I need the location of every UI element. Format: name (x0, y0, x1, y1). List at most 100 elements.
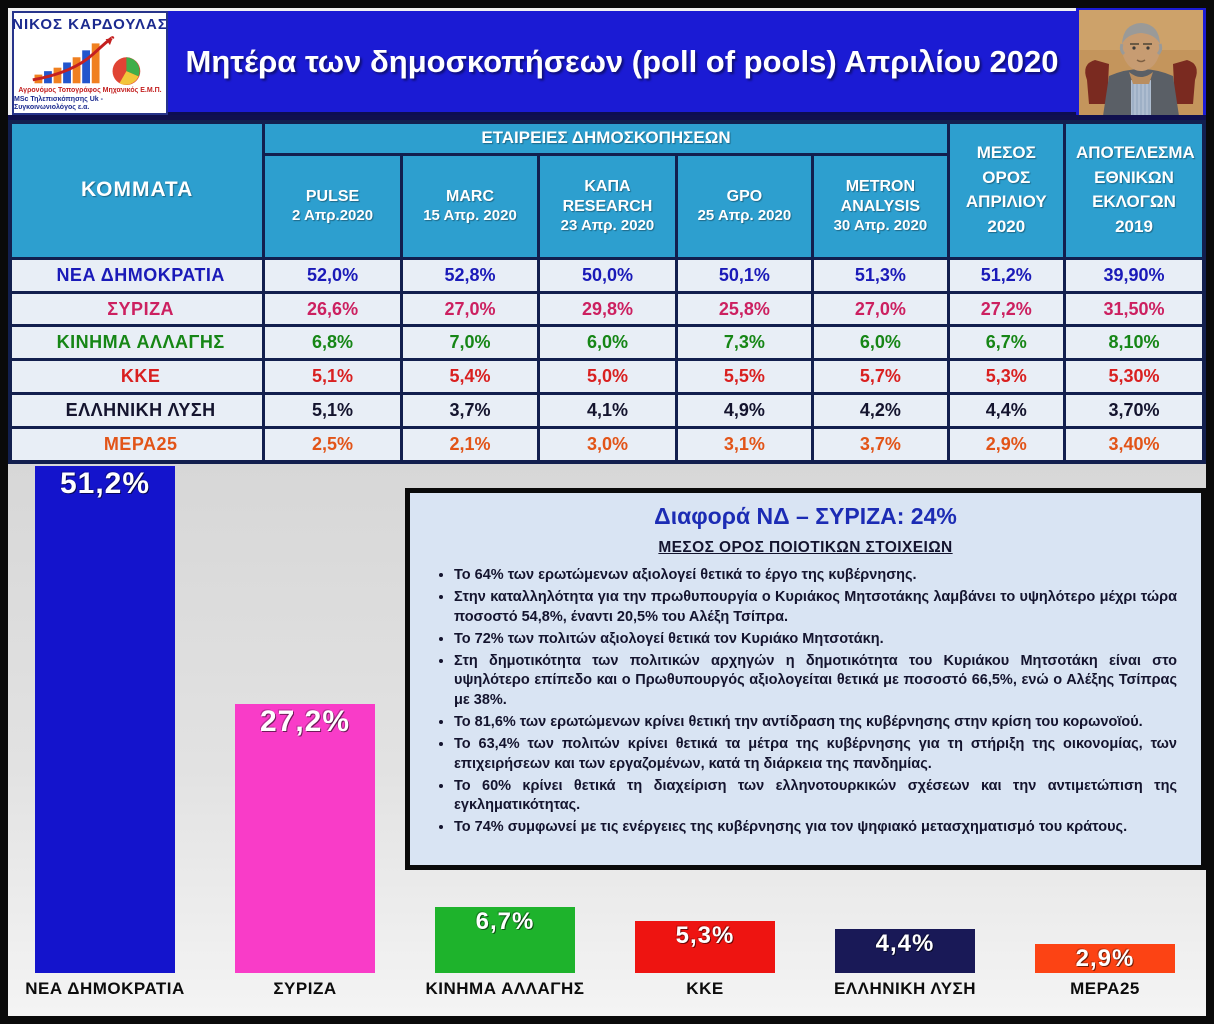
party-name: ΕΛΛΗΝΙΚΗ ΛΥΣΗ (8, 392, 266, 429)
finding-item: Το 63,4% των πολιτών κρίνει θετικά τα μέ… (454, 735, 1177, 774)
average-value: 51,2% (946, 256, 1066, 294)
bar-value-label: 5,3% (675, 922, 735, 949)
table-row: ΚΙΝΗΜΑ ΑΛΛΑΓΗΣ 6,8% 7,0% 6,0% 7,3% 6,0% … (8, 324, 1206, 362)
poll-value: 5,1% (262, 358, 403, 396)
qualitative-subtitle: ΜΕΣΟΣ ΟΡΟΣ ΠΟΙΟΤΙΚΩΝ ΣΤΟΙΧΕΙΩΝ (658, 539, 953, 556)
poll-value: 52,0% (262, 256, 403, 294)
average-column-header: ΜΕΣΟΣ ΟΡΟΣ ΑΠΡΙΛΙΟΥ 2020 (946, 120, 1066, 260)
finding-item: Στη δημοτικότητα των πολιτικών αρχηγών η… (454, 652, 1177, 710)
bar: 6,7% (435, 907, 575, 973)
parties-header: ΚΟΜΜΑΤΑ (8, 120, 266, 260)
finding-item: Το 81,6% των ερωτώμενων κρίνει θετική τη… (454, 713, 1177, 732)
poll-value: 5,0% (537, 358, 678, 396)
party-name: ΣΥΡΙΖΑ (8, 290, 266, 328)
author-subtitle-2: MSc Τηλεπισκόπησης Uk - Συγκοινωνιολόγος… (14, 95, 103, 112)
poll-value: 6,8% (262, 324, 403, 362)
party-name: ΚΙΝΗΜΑ ΑΛΛΑΓΗΣ (8, 324, 266, 362)
pollster-name: ΚΑΠΑ RESEARCH (562, 177, 653, 215)
election-result-value: 31,50% (1062, 290, 1206, 328)
pollster-header: GPO 25 Απρ. 2020 (674, 152, 815, 260)
poll-value: 5,5% (674, 358, 815, 396)
poll-value: 2,1% (399, 425, 541, 464)
table-row: ΝΕΑ ΔΗΜΟΚΡΑΤΙΑ 52,0% 52,8% 50,0% 50,1% 5… (8, 256, 1206, 294)
author-logo: ΝΙΚΟΣ ΚΑΡΔΟΥΛΑΣ Αγρονόμος Τοπογράφος Μηχ… (12, 11, 168, 115)
author-subtitle-1: Αγρονόμος Τοπογράφος Μηχανικός Ε.Μ.Π. (18, 86, 162, 94)
party-name: ΚΚΕ (8, 358, 266, 396)
poll-table: ΚΟΜΜΑΤΑ ΕΤΑΙΡΕΙΕΣ ΔΗΜΟΣΚΟΠΗΣΕΩΝ ΜΕΣΟΣ ΟΡ… (8, 120, 1206, 464)
election-result-value: 8,10% (1062, 324, 1206, 362)
poll-value: 4,1% (537, 392, 678, 429)
pollster-date: 15 Απρ. 2020 (423, 206, 517, 224)
election-result-value: 3,40% (1062, 425, 1206, 464)
bar-label: ΝΕΑ ΔΗΜΟΚΡΑΤΙΑ (25, 979, 185, 998)
pollster-name: METRON ANALYSIS (840, 177, 921, 215)
findings-list: Το 64% των ερωτώμενων αξιολογεί θετικά τ… (434, 566, 1177, 838)
finding-item: Στην καταλληλότητα για την πρωθυπουργία … (454, 588, 1177, 627)
portrait-photo (1076, 8, 1206, 118)
poll-value: 6,0% (811, 324, 950, 362)
bar: 4,4% (835, 929, 975, 973)
poll-value: 29,8% (537, 290, 678, 328)
poll-value: 50,0% (537, 256, 678, 294)
chart-logo-icon (32, 36, 141, 86)
election-result-value: 39,90% (1062, 256, 1206, 294)
election-result-value: 3,70% (1062, 392, 1206, 429)
table-row: ΣΥΡΙΖΑ 26,6% 27,0% 29,8% 25,8% 27,0% 27,… (8, 290, 1206, 328)
qualitative-findings-box: Διαφορά ΝΔ – ΣΥΡΙΖΑ: 24% ΜΕΣΟΣ ΟΡΟΣ ΠΟΙΟ… (405, 488, 1206, 870)
bottom-section: 51,2% 27,2% 6,7% 5,3% 4,4% 2,9% ΝΕΑ ΔΗΜΟ… (8, 464, 1206, 1016)
author-name: ΝΙΚΟΣ ΚΑΡΔΟΥΛΑΣ (12, 16, 168, 33)
page-title: Μητέρα των δημοσκοπήσεων (poll of pools)… (185, 43, 1059, 79)
bar-label: ΣΥΡΙΖΑ (273, 979, 337, 998)
bar: 2,9% (1035, 944, 1175, 973)
bar-label: ΚΚΕ (686, 979, 724, 998)
finding-item: Το 72% των πολιτών αξιολογεί θετικά τον … (454, 630, 1177, 649)
pollster-date: 2 Απρ.2020 (292, 206, 374, 224)
pollster-name: GPO (726, 187, 763, 205)
bar-label: ΚΙΝΗΜΑ ΑΛΛΑΓΗΣ (425, 979, 585, 998)
average-value: 2,9% (946, 425, 1066, 464)
average-value: 6,7% (946, 324, 1066, 362)
pollster-date: 23 Απρ. 2020 (560, 216, 655, 234)
poll-value: 2,5% (262, 425, 403, 464)
poll-value: 50,1% (674, 256, 815, 294)
finding-item: Το 60% κρίνει θετικά τη διαχείριση των ε… (454, 777, 1177, 816)
average-value: 5,3% (946, 358, 1066, 396)
bar-label: ΕΛΛΗΝΙΚΗ ΛΥΣΗ (833, 979, 977, 998)
pollster-date: 30 Απρ. 2020 (833, 216, 928, 234)
header-divider (8, 115, 1206, 122)
table-row: ΚΚΕ 5,1% 5,4% 5,0% 5,5% 5,7% 5,3% 5,30% (8, 358, 1206, 396)
poll-value: 4,9% (674, 392, 815, 429)
poll-value: 3,7% (399, 392, 541, 429)
bar: 27,2% (235, 704, 375, 973)
pollster-header: PULSE 2 Απρ.2020 (262, 152, 403, 260)
poll-value: 5,4% (399, 358, 541, 396)
poll-value: 6,0% (537, 324, 678, 362)
average-value: 27,2% (946, 290, 1066, 328)
pollster-header: METRON ANALYSIS 30 Απρ. 2020 (811, 152, 950, 260)
poll-value: 25,8% (674, 290, 815, 328)
poll-value: 7,3% (674, 324, 815, 362)
portrait-image (1079, 10, 1203, 116)
difference-title: Διαφορά ΝΔ – ΣΥΡΙΖΑ: 24% (654, 503, 957, 529)
party-name: ΝΕΑ ΔΗΜΟΚΡΑΤΙΑ (8, 256, 266, 294)
poll-value: 26,6% (262, 290, 403, 328)
bar-value-label: 6,7% (475, 908, 535, 935)
pollsters-group-header: ΕΤΑΙΡΕΙΕΣ ΔΗΜΟΣΚΟΠΗΣΕΩΝ (262, 120, 950, 156)
poll-value: 7,0% (399, 324, 541, 362)
poll-value: 3,1% (674, 425, 815, 464)
bar-value-label: 2,9% (1075, 945, 1135, 972)
bar-value-label: 4,4% (875, 930, 935, 957)
poll-value: 4,2% (811, 392, 950, 429)
election-result-value: 5,30% (1062, 358, 1206, 396)
poll-value: 5,7% (811, 358, 950, 396)
pollster-header: MARC 15 Απρ. 2020 (399, 152, 541, 260)
poll-value: 3,0% (537, 425, 678, 464)
bar: 5,3% (635, 921, 775, 973)
pollster-name: PULSE (305, 187, 360, 205)
finding-item: Το 74% συμφωνεί με τις ενέργειες της κυβ… (454, 818, 1177, 837)
table-row: ΕΛΛΗΝΙΚΗ ΛΥΣΗ 5,1% 3,7% 4,1% 4,9% 4,2% 4… (8, 392, 1206, 429)
finding-item: Το 64% των ερωτώμενων αξιολογεί θετικά τ… (454, 566, 1177, 585)
poll-value: 52,8% (399, 256, 541, 294)
bar-value-label: 27,2% (259, 705, 351, 738)
poll-value: 51,3% (811, 256, 950, 294)
